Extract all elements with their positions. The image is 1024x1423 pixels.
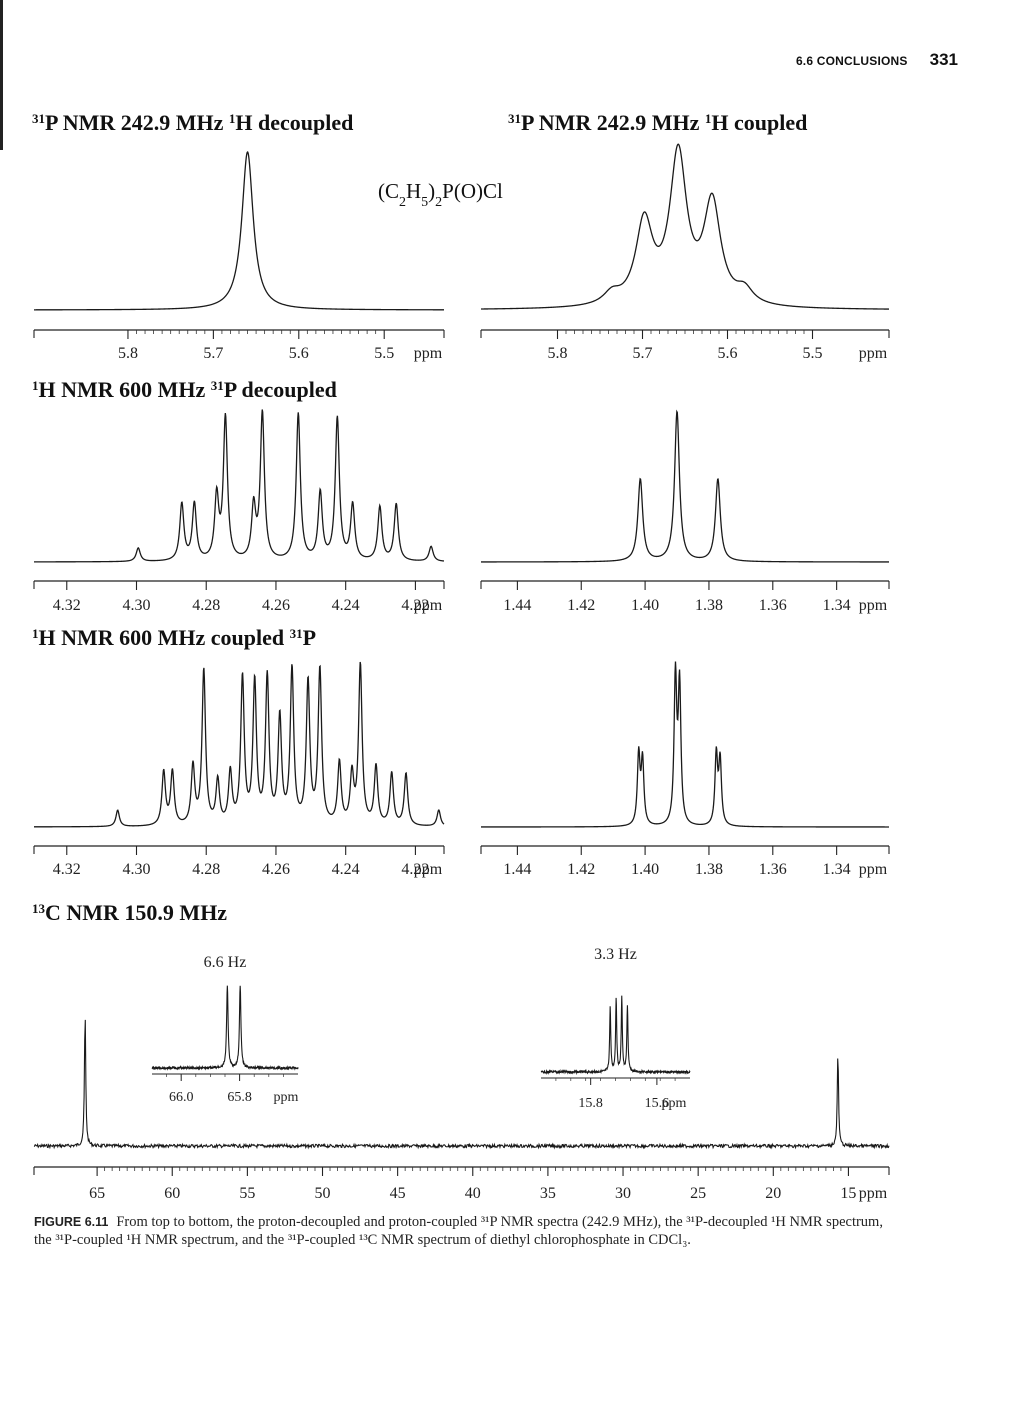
c13-spectrum-title: 13C NMR 150.9 MHz <box>32 900 227 925</box>
c13-spectrum-tick-label: 45 <box>390 1185 406 1202</box>
compound-formula: (C2H5)2P(O)Cl <box>378 179 503 210</box>
h1-ch3-p-coupled-tick-label: 1.42 <box>567 861 595 878</box>
h1-ch3-p-coupled-panel: 1.44 1.42 1.40 1.38 1.36 1.34 ppm <box>480 661 890 878</box>
h1-ch2-p-coupled-tick-label: 4.30 <box>123 861 151 878</box>
p31-decoupled-unit-label: ppm <box>414 345 443 362</box>
h1-ch2-p-decoupled-panel: 1H NMR 600 MHz 31P decoupled 4.32 4.30 4.28… <box>32 377 445 614</box>
h1-ch2-p-coupled-title: 1H NMR 600 MHz coupled 31P <box>32 625 316 650</box>
h1-ch2-p-coupled-tick-label: 4.26 <box>262 861 290 878</box>
section-title: 6.6 CONCLUSIONS <box>795 54 908 68</box>
c13-spectrum-tick-label: 30 <box>615 1185 631 1202</box>
h1-ch2-p-coupled-tick-label: 4.28 <box>192 861 220 878</box>
page-number: 331 <box>929 50 958 69</box>
figure-label: FIGURE 6.11 <box>34 1215 109 1229</box>
inset-tick-label: 15.6 <box>645 1096 670 1111</box>
c13-spectrum-tick-label: 65 <box>89 1185 105 1202</box>
page-edge-mark <box>0 0 3 150</box>
p31-decoupled-trace <box>34 151 444 311</box>
p31-coupled-title: 31P NMR 242.9 MHz 1H coupled <box>508 110 807 135</box>
h1-ch3-p-coupled-tick-label: 1.36 <box>759 861 787 878</box>
h1-ch3-p-decoupled-tick-label: 1.36 <box>759 597 787 614</box>
h1-ch3-p-decoupled-tick-label: 1.44 <box>503 597 531 614</box>
h1-ch2-p-decoupled-title: 1H NMR 600 MHz 31P decoupled <box>32 377 337 402</box>
h1-ch3-p-decoupled-tick-label: 1.40 <box>631 597 659 614</box>
p31-coupled-tick-label: 5.5 <box>803 345 823 362</box>
figure-caption: FIGURE 6.11 From top to bottom, the proto… <box>34 1213 894 1249</box>
h1-ch3-p-coupled-tick-label: 1.44 <box>503 861 531 878</box>
c13-spectrum-trace <box>33 1019 890 1150</box>
p31-decoupled-tick-label: 5.8 <box>118 345 138 362</box>
caption-text: From top to bottom, the proton-decoupled… <box>34 1214 883 1248</box>
p31-decoupled-tick-label: 5.7 <box>203 345 223 362</box>
p31-decoupled-tick-label: 5.5 <box>374 345 394 362</box>
inset-coupling-label: 3.3 Hz <box>594 946 637 963</box>
h1-ch3-p-decoupled-tick-label: 1.38 <box>695 597 723 614</box>
p31-decoupled-title: 31P NMR 242.9 MHz 1H decoupled <box>32 110 353 135</box>
h1-ch3-p-decoupled-trace <box>481 409 889 563</box>
p31-coupled-tick-label: 5.6 <box>718 345 738 362</box>
h1-ch2-p-coupled-tick-label: 4.32 <box>53 861 81 878</box>
inset-unit-label: ppm <box>274 1090 299 1105</box>
inset-trace <box>151 985 299 1071</box>
h1-ch2-p-coupled-tick-label: 4.24 <box>332 861 360 878</box>
c13-spectrum-tick-label: 60 <box>164 1185 180 1202</box>
p31-coupled-tick-label: 5.7 <box>633 345 653 362</box>
h1-ch3-p-coupled-tick-label: 1.34 <box>823 861 851 878</box>
c13-spectrum-tick-label: 50 <box>315 1185 331 1202</box>
h1-ch2-p-decoupled-tick-label: 4.26 <box>262 597 290 614</box>
h1-ch3-p-coupled-tick-label: 1.38 <box>695 861 723 878</box>
h1-ch2-p-decoupled-trace <box>34 409 445 563</box>
h1-ch2-p-coupled-panel: 1H NMR 600 MHz coupled 31P 4.32 4.30 4.28 4.… <box>32 625 445 878</box>
p31-coupled-trace <box>480 143 890 310</box>
p31-coupled-panel: 31P NMR 242.9 MHz 1H coupled 5.8 5.7 5.6 5.5… <box>480 110 890 362</box>
h1-ch2-p-decoupled-unit-label: ppm <box>414 597 443 614</box>
p31-decoupled-tick-label: 5.6 <box>289 345 309 362</box>
inset-trace <box>540 995 691 1076</box>
inset-coupling-label: 6.6 Hz <box>204 954 247 971</box>
h1-ch2-p-decoupled-tick-label: 4.24 <box>332 597 360 614</box>
h1-ch3-p-decoupled-tick-label: 1.42 <box>567 597 595 614</box>
p31-coupled-unit-label: ppm <box>859 345 888 362</box>
h1-ch2-p-coupled-trace <box>34 661 445 828</box>
c13-inset-1: 6.6 Hz 66.0 65.8 ppm <box>151 954 299 1105</box>
h1-ch2-p-decoupled-tick-label: 4.28 <box>192 597 220 614</box>
p31-decoupled-panel: 31P NMR 242.9 MHz 1H decoupled 5.8 5.7 5.6 5… <box>32 110 445 362</box>
c13-spectrum-tick-label: 25 <box>690 1185 706 1202</box>
h1-ch3-p-coupled-trace <box>481 661 889 828</box>
h1-ch2-p-decoupled-tick-label: 4.30 <box>123 597 151 614</box>
c13-spectrum-tick-label: 35 <box>540 1185 556 1202</box>
nmr-figure: (C2H5)2P(O)Cl 31P NMR 242.9 MHz 1H decou… <box>32 110 890 1202</box>
inset-unit-label: ppm <box>662 1096 687 1111</box>
h1-ch2-p-decoupled-tick-label: 4.22 <box>401 597 429 614</box>
c13-spectrum-tick-label: 55 <box>239 1185 255 1202</box>
running-header: 6.6 CONCLUSIONS 331 <box>796 50 958 70</box>
c13-spectrum-tick-label: 15 <box>840 1185 856 1202</box>
h1-ch3-p-coupled-tick-label: 1.40 <box>631 861 659 878</box>
h1-ch2-p-coupled-unit-label: ppm <box>414 861 443 878</box>
inset-tick-label: 65.8 <box>227 1090 252 1105</box>
p31-coupled-tick-label: 5.8 <box>548 345 568 362</box>
h1-ch3-p-decoupled-unit-label: ppm <box>859 597 888 614</box>
c13-spectrum-tick-label: 40 <box>465 1185 481 1202</box>
c13-spectrum-unit-label: ppm <box>859 1185 888 1202</box>
h1-ch3-p-decoupled-panel: 1.44 1.42 1.40 1.38 1.36 1.34 ppm <box>480 409 890 614</box>
inset-tick-label: 66.0 <box>169 1090 194 1105</box>
h1-ch3-p-decoupled-tick-label: 1.34 <box>823 597 851 614</box>
c13-spectrum-tick-label: 20 <box>765 1185 781 1202</box>
inset-tick-label: 15.8 <box>578 1096 603 1111</box>
h1-ch2-p-coupled-tick-label: 4.22 <box>401 861 429 878</box>
h1-ch2-p-decoupled-tick-label: 4.32 <box>53 597 81 614</box>
h1-ch3-p-coupled-unit-label: ppm <box>859 861 888 878</box>
